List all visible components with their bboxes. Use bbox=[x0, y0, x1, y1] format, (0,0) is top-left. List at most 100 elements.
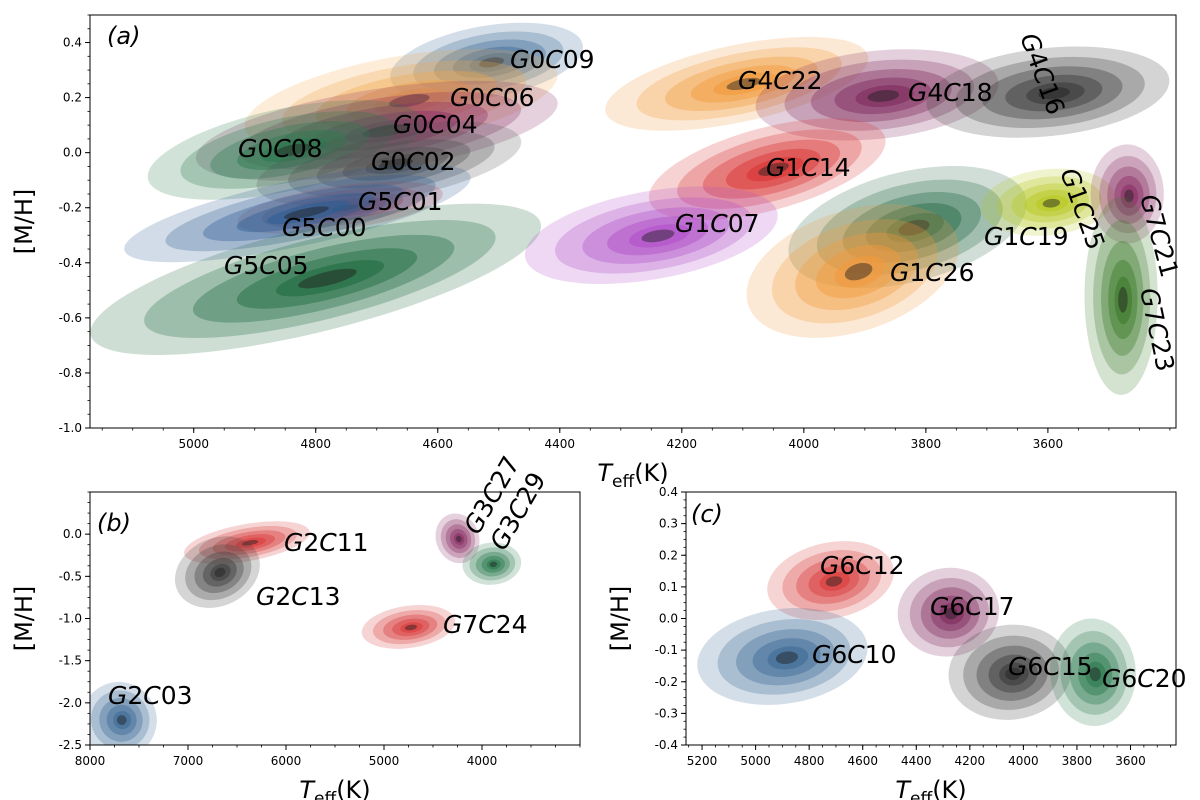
group-label-G4C22: G4C22 bbox=[738, 66, 823, 95]
y-tick-label: -0.2 bbox=[655, 675, 678, 689]
x-tick-label: 3800 bbox=[911, 437, 942, 451]
y-tick-label: -0.5 bbox=[59, 569, 82, 583]
density-G7C23 bbox=[1084, 196, 1158, 395]
density-G6C10 bbox=[697, 607, 868, 705]
contour-level-5 bbox=[939, 603, 964, 625]
contour-level-5 bbox=[1036, 195, 1069, 212]
y-tick-label: -0.4 bbox=[655, 738, 678, 752]
contour-core bbox=[116, 715, 127, 725]
group-label-G1C26: G1C26 bbox=[890, 258, 975, 287]
x-tick-label: 8000 bbox=[75, 754, 106, 768]
x-tick-label: 5200 bbox=[687, 754, 718, 768]
y-axis-label: [M/H] bbox=[10, 189, 38, 255]
density-G3C29 bbox=[462, 542, 522, 585]
y-tick-label: 0.2 bbox=[659, 548, 678, 562]
contour-level-5 bbox=[1026, 82, 1085, 105]
contour-core bbox=[867, 90, 900, 102]
y-tick-label: -2.5 bbox=[59, 738, 82, 752]
density-G0C06 bbox=[244, 48, 558, 152]
contour-level-5 bbox=[365, 153, 430, 175]
contour-level-5 bbox=[834, 255, 886, 288]
y-tick-label: 0.0 bbox=[63, 146, 82, 160]
group-label-G2C03: G2C03 bbox=[108, 681, 193, 710]
x-axis-label: Teff(K) bbox=[895, 776, 966, 800]
contour-core bbox=[1042, 198, 1061, 208]
contour-core bbox=[1038, 87, 1070, 100]
panel-letter: (a) bbox=[107, 22, 140, 50]
y-tick-label: -0.8 bbox=[59, 366, 82, 380]
group-label-G1C19: G1C19 bbox=[984, 222, 1069, 251]
contour-level-5 bbox=[1120, 184, 1139, 209]
density-G6C15 bbox=[948, 624, 1072, 720]
y-tick-label: 0.1 bbox=[659, 580, 678, 594]
x-tick-label: 5000 bbox=[740, 754, 771, 768]
group-label-G5C00: G5C00 bbox=[282, 213, 367, 242]
density-G7C21 bbox=[1090, 144, 1164, 244]
group-label-G2C11: G2C11 bbox=[284, 528, 369, 557]
density-G0C08 bbox=[147, 100, 423, 200]
contour-core bbox=[274, 143, 311, 157]
x-axis: 5000 4800 4600 4400 4200 4000 3800 3600 bbox=[101, 428, 1171, 451]
x-axis: 5200 5000 4800 4600 4400 4200 4000 3800 3600 bbox=[687, 745, 1172, 768]
x-tick-label: 4000 bbox=[1008, 754, 1039, 768]
y-tick-label: -2.0 bbox=[59, 696, 82, 710]
contour-core bbox=[1005, 667, 1022, 681]
density-G4C18 bbox=[755, 49, 999, 141]
group-label-G4C18: G4C18 bbox=[908, 78, 993, 107]
contour-core bbox=[898, 219, 930, 236]
group-label-G2C13: G2C13 bbox=[256, 582, 341, 611]
group-label-G5C01: G5C01 bbox=[358, 187, 443, 216]
x-tick-label: 5000 bbox=[369, 754, 400, 768]
contour-level-5 bbox=[767, 646, 809, 670]
density-G3C27 bbox=[435, 513, 480, 564]
group-label-G6C17: G6C17 bbox=[930, 592, 1015, 621]
y-tick-label: -0.3 bbox=[655, 706, 678, 720]
x-tick-label: 3600 bbox=[1033, 437, 1064, 451]
y-tick-label: -0.4 bbox=[59, 256, 82, 270]
group-label-G1C07: G1C07 bbox=[675, 209, 760, 238]
x-tick-label: 4200 bbox=[667, 437, 698, 451]
y-axis-label: [M/H] bbox=[606, 586, 634, 652]
group-label-G6C20: G6C20 bbox=[1102, 664, 1187, 693]
x-tick-label: 4600 bbox=[422, 437, 453, 451]
contour-level-5 bbox=[235, 537, 266, 548]
density-G6C20 bbox=[1050, 618, 1136, 726]
y-tick-label: -0.1 bbox=[655, 643, 678, 657]
density-G1C07 bbox=[524, 186, 778, 285]
contour-level-5 bbox=[469, 52, 516, 72]
y-axis-label: [M/H] bbox=[10, 586, 38, 652]
group-label-G7C23: G7C23 bbox=[1134, 285, 1180, 374]
contour-level-5 bbox=[373, 88, 449, 113]
density-G6C12 bbox=[767, 541, 894, 621]
group-label-G7C21: G7C21 bbox=[1134, 191, 1184, 280]
contour-core bbox=[1124, 189, 1134, 203]
x-tick-label: 3800 bbox=[1062, 754, 1093, 768]
contour-core bbox=[362, 124, 410, 138]
group-label-G0C06: G0C06 bbox=[450, 83, 535, 112]
contour-core bbox=[844, 262, 873, 281]
group-label-G6C10: G6C10 bbox=[812, 640, 897, 669]
y-tick-label: 0.4 bbox=[63, 36, 82, 50]
contour-level-5 bbox=[210, 563, 231, 581]
y-tick-label: 0.0 bbox=[63, 527, 82, 541]
y-axis: -1.0 -0.8 -0.6 -0.4 -0.2 0.0 0.2 0.4 bbox=[59, 14, 90, 435]
contour-level-5 bbox=[344, 118, 432, 143]
contour-level-5 bbox=[855, 85, 914, 108]
x-tick-label: 4000 bbox=[467, 754, 498, 768]
x-tick-label: 4800 bbox=[300, 437, 331, 451]
x-tick-label: 4000 bbox=[789, 437, 820, 451]
group-label-G0C04: G0C04 bbox=[393, 110, 478, 139]
contour-core bbox=[455, 535, 462, 543]
density-G0C09 bbox=[390, 22, 583, 101]
group-label-G5C05: G5C05 bbox=[224, 251, 309, 280]
x-tick-label: 3600 bbox=[1115, 754, 1146, 768]
density-G4C22 bbox=[605, 36, 869, 131]
contour-core bbox=[1118, 286, 1128, 313]
contour-core bbox=[241, 540, 259, 546]
x-tick-label: 4400 bbox=[545, 437, 576, 451]
y-tick-label: -0.2 bbox=[59, 201, 82, 215]
y-tick-label: -1.0 bbox=[59, 421, 82, 435]
panel-letter: (c) bbox=[691, 500, 723, 528]
plot-area bbox=[90, 22, 1170, 395]
